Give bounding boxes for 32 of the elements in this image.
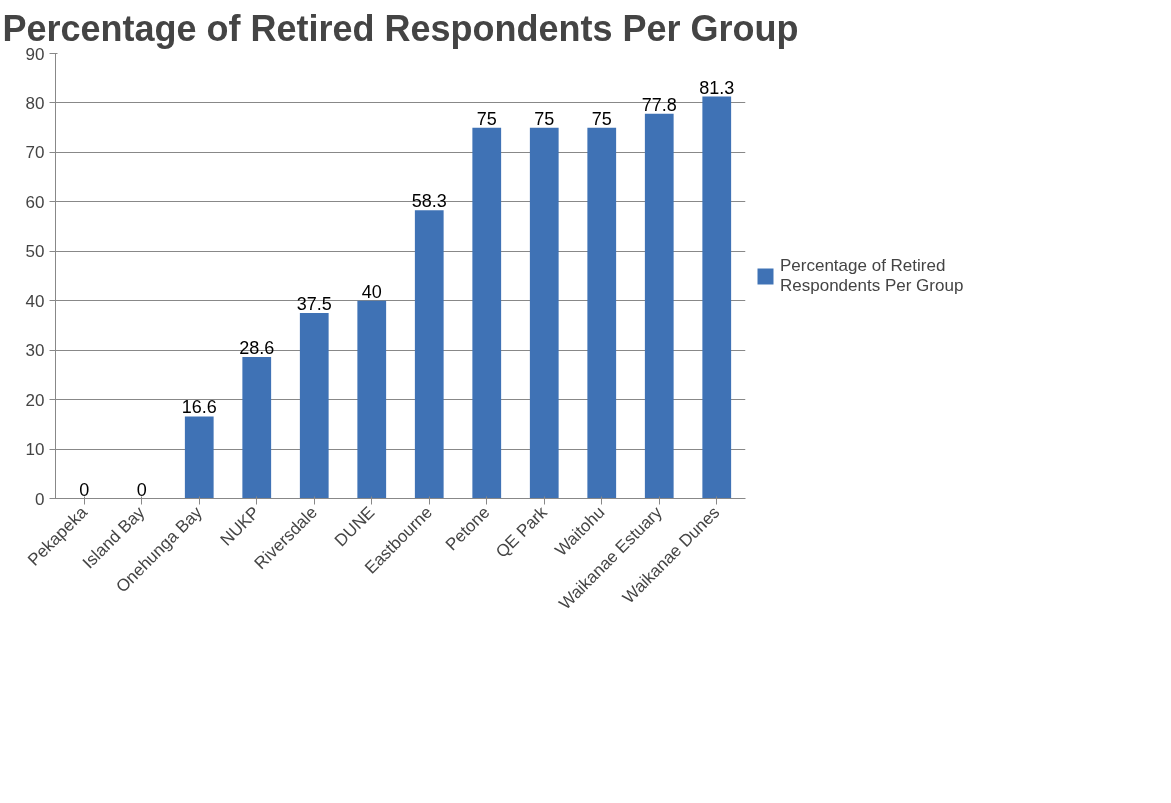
data-label: 75 [476,108,497,129]
y-tick-label: 40 [25,291,45,311]
data-label: 40 [361,281,382,302]
legend-label: Percentage of Retired Respondents Per Group [780,255,964,296]
bar [529,127,559,499]
data-label: 81.3 [699,77,735,98]
bar [299,313,329,499]
y-tick-label: 60 [25,192,45,212]
y-tick-label: 30 [25,341,45,361]
data-label: 75 [534,108,555,129]
data-label: 75 [591,108,612,129]
data-label: 0 [136,479,147,500]
bar [357,300,387,499]
bar [587,127,617,499]
bar [414,210,444,499]
y-tick-label: 50 [25,242,45,262]
bar [184,416,214,499]
bar [472,127,502,499]
data-label: 37.5 [296,294,332,315]
data-label: 28.6 [239,338,275,359]
data-label: 77.8 [641,94,677,115]
y-tick-label: 80 [25,93,45,113]
y-tick-label: 70 [25,143,45,163]
data-label: 58.3 [411,191,447,212]
bar [702,96,732,499]
y-tick-label: 20 [25,390,45,410]
data-label: 16.6 [181,397,217,418]
y-tick-label: 0 [35,489,45,509]
y-tick-label: 10 [25,440,45,460]
data-label: 0 [79,479,90,500]
bar [242,357,272,499]
bar [644,113,674,499]
